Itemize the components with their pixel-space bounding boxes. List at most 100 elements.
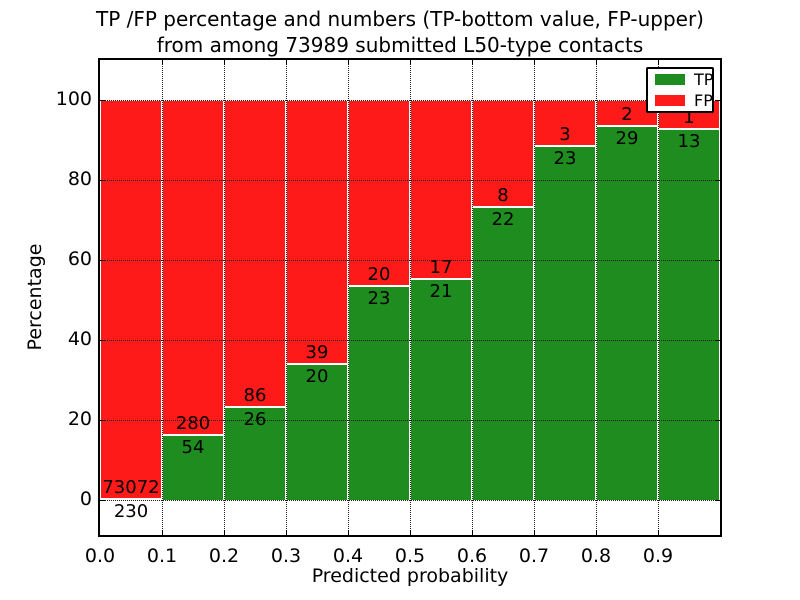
y-tick-label: 100 [55,88,92,110]
x-tick-top [162,60,163,65]
tp-count-label: 20 [305,366,329,388]
x-tick-label: 0.6 [456,545,488,567]
y-tick-label: 60 [67,248,92,270]
x-tick-bottom [162,530,163,535]
x-tick-bottom [534,530,535,535]
x-tick-bottom [658,530,659,535]
chart-title-line1: TP /FP percentage and numbers (TP-bottom… [96,7,704,31]
y-gridline [100,340,720,341]
x-gridline [348,60,349,535]
y-tick-right [715,340,720,341]
y-tick-right [715,180,720,181]
x-gridline [658,60,659,535]
x-tick-top [658,60,659,65]
bar-segment-fp [224,100,286,408]
fp-count-label: 73072 [102,476,160,498]
bar-segment-tp [348,286,410,500]
y-gridline [100,260,720,261]
bar-segment-tp [596,125,658,500]
tp-count-label: 13 [677,130,701,152]
x-gridline [286,60,287,535]
tp-count-label: 23 [553,148,577,170]
x-gridline [534,60,535,535]
x-tick-bottom [410,530,411,535]
x-tick-top [534,60,535,65]
bar-segment-tp [534,146,596,500]
y-tick-left [100,420,105,421]
legend-label-fp: FP [694,91,713,110]
x-tick-bottom [472,530,473,535]
x-tick-label: 0.8 [580,545,612,567]
x-tick-top [596,60,597,65]
y-tick-right [715,260,720,261]
x-tick-label: 0.5 [394,545,426,567]
bar-segment-tp [100,498,162,500]
bar-segment-tp [472,206,534,500]
y-tick-left [100,180,105,181]
x-gridline [224,60,225,535]
fp-count-label: 280 [175,413,211,435]
y-tick-label: 80 [67,168,92,190]
fp-count-label: 1 [683,106,695,128]
y-tick-right [715,420,720,421]
y-gridline [100,500,720,501]
tp-count-label: 22 [491,208,515,230]
x-tick-bottom [348,530,349,535]
legend-item-tp: TP [655,71,713,88]
x-tick-bottom [596,530,597,535]
fp-count-label: 8 [497,184,509,206]
y-tick-left [100,260,105,261]
x-gridline [410,60,411,535]
x-tick-label: 0.1 [146,545,178,567]
x-tick-top [224,60,225,65]
x-tick-label: 0.3 [270,545,302,567]
x-axis-label: Predicted probability [311,565,509,587]
x-tick-bottom [286,530,287,535]
tp-count-label: 21 [429,280,453,302]
legend: TP FP [646,67,714,113]
bar-segment-fp [534,100,596,147]
y-tick-left [100,100,105,101]
tp-count-label: 54 [181,437,205,459]
fp-count-label: 3 [559,124,571,146]
x-gridline [596,60,597,535]
y-gridline [100,100,720,101]
y-gridline [100,420,720,421]
y-tick-left [100,340,105,341]
bar-segment-fp [410,100,472,279]
legend-label-tp: TP [694,70,714,89]
x-tick-top [348,60,349,65]
tp-color-swatch [655,74,685,85]
x-tick-label: 0.0 [84,545,116,567]
legend-item-fp: FP [655,92,713,109]
bar-segment-tp [410,278,472,500]
x-tick-bottom [224,530,225,535]
x-tick-label: 0.2 [208,545,240,567]
y-tick-label: 20 [67,408,92,430]
tp-count-label: 29 [615,127,639,149]
fp-count-label: 86 [243,385,267,407]
y-gridline [100,180,720,181]
y-tick-left [100,500,105,501]
x-tick-top [410,60,411,65]
y-tick-label: 40 [67,328,92,350]
x-tick-top [472,60,473,65]
plot-area: 73072 230 280 54 86 26 39 20 20 23 17 21 8 22 3 23 2 29 1 1… [98,58,722,537]
x-gridline [472,60,473,535]
bar-segment-fp [162,100,224,436]
chart-title: TP /FP percentage and numbers (TP-bottom… [10,6,790,58]
x-gridline [162,60,163,535]
bar-segment-fp [348,100,410,287]
bar-segment-tp [224,407,286,500]
tp-count-label: 23 [367,288,391,310]
fp-count-label: 17 [429,256,453,278]
tp-count-label: 26 [243,409,267,431]
bar-segment-fp [100,100,162,499]
bar-segment-tp [658,128,720,500]
fp-count-label: 20 [367,264,391,286]
fp-count-label: 39 [305,342,329,364]
chart-title-line2: from among 73989 submitted L50-type cont… [156,33,644,57]
bar-segment-fp [286,100,348,365]
y-tick-right [715,100,720,101]
